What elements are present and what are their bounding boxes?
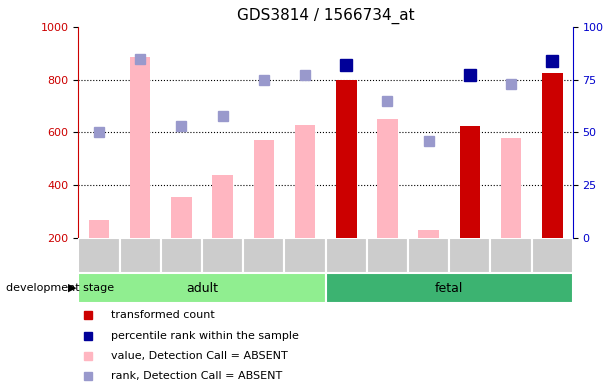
Text: transformed count: transformed count (110, 310, 214, 321)
Text: rank, Detection Call = ABSENT: rank, Detection Call = ABSENT (110, 371, 282, 381)
Bar (408, 238, 449, 273)
Text: ▶: ▶ (68, 283, 76, 293)
Bar (295, 124, 315, 238)
Title: GDS3814 / 1566734_at: GDS3814 / 1566734_at (237, 8, 414, 24)
Bar (326, 273, 573, 303)
Bar (336, 79, 356, 238)
Bar (459, 126, 480, 238)
Bar (78, 273, 326, 303)
Bar (212, 175, 233, 238)
Bar (171, 197, 192, 238)
Bar (418, 230, 439, 238)
Bar (377, 119, 398, 238)
Bar (285, 238, 326, 273)
Text: development stage: development stage (6, 283, 114, 293)
Bar (202, 238, 243, 273)
Text: fetal: fetal (435, 281, 464, 295)
Bar (449, 238, 490, 273)
Bar (367, 238, 408, 273)
Bar (500, 138, 522, 238)
Bar (253, 141, 274, 238)
Bar (130, 57, 151, 238)
Bar (119, 238, 161, 273)
Bar (161, 238, 202, 273)
Bar (490, 238, 532, 273)
Bar (78, 238, 119, 273)
Bar (243, 238, 285, 273)
Text: percentile rank within the sample: percentile rank within the sample (110, 331, 298, 341)
Bar (532, 238, 573, 273)
Bar (89, 220, 109, 238)
Text: adult: adult (186, 281, 218, 295)
Bar (326, 238, 367, 273)
Bar (542, 73, 563, 238)
Text: value, Detection Call = ABSENT: value, Detection Call = ABSENT (110, 351, 287, 361)
